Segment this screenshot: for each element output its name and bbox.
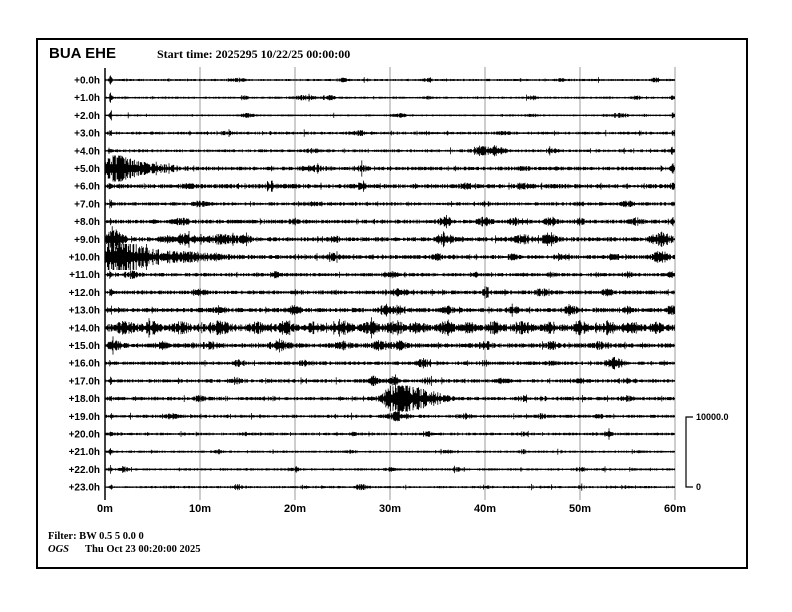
trace-hour-9: [104, 226, 675, 253]
y-tick-label: +0.0h: [74, 76, 100, 87]
trace-hour-11: [104, 270, 675, 279]
filter-label: Filter: BW 0.5 5 0.0 0: [48, 531, 144, 542]
station-channel-title: BUA EHE: [49, 45, 116, 62]
y-tick-label: +2.0h: [74, 111, 100, 122]
x-tick-label: 40m: [474, 503, 496, 515]
y-tick-label: +3.0h: [74, 129, 100, 140]
trace-hour-7: [104, 199, 675, 209]
trace-hour-12: [104, 286, 675, 299]
trace-hour-2: [104, 110, 675, 121]
trace-hour-14: [104, 317, 675, 339]
agency-label: OGS: [48, 544, 70, 555]
plot-border-frame: [36, 38, 748, 569]
x-tick-label: 10m: [189, 503, 211, 515]
y-tick-label: +6.0h: [74, 182, 100, 193]
x-tick-label: 0m: [97, 503, 113, 515]
y-tick-label: +14.0h: [69, 323, 100, 334]
y-tick-label: +10.0h: [69, 253, 100, 264]
trace-hour-19: [104, 411, 675, 422]
trace-hour-13: [104, 303, 675, 317]
trace-hour-21: [104, 448, 675, 456]
y-tick-label: +8.0h: [74, 217, 100, 228]
start-time-label: Start time: 2025295 10/22/25 00:00:00: [157, 47, 351, 61]
x-tick-label: 20m: [284, 503, 306, 515]
y-tick-label: +13.0h: [69, 306, 100, 317]
trace-hour-18: [104, 385, 675, 412]
y-tick-label: +11.0h: [69, 270, 100, 281]
y-tick-label: +18.0h: [69, 394, 100, 405]
scale-max-label: 10000.0: [696, 412, 729, 422]
trace-hour-3: [104, 129, 675, 137]
y-tick-label: +17.0h: [69, 376, 100, 387]
y-tick-label: +4.0h: [74, 146, 100, 157]
y-tick-label: +1.0h: [74, 93, 100, 104]
render-timestamp: Thu Oct 23 00:20:00 2025: [85, 544, 201, 555]
y-tick-label: +21.0h: [69, 447, 100, 458]
trace-hour-5: [104, 155, 675, 182]
y-tick-label: +16.0h: [69, 359, 100, 370]
y-tick-label: +22.0h: [69, 465, 100, 476]
trace-hour-8: [104, 215, 675, 229]
trace-hour-6: [104, 180, 675, 192]
trace-hour-23: [104, 483, 675, 491]
trace-hour-4: [104, 145, 675, 157]
trace-hour-22: [104, 465, 675, 474]
trace-hour-17: [104, 374, 675, 388]
trace-hour-20: [104, 428, 675, 440]
y-tick-label: +9.0h: [74, 235, 100, 246]
y-tick-label: +7.0h: [74, 199, 100, 210]
trace-hour-16: [104, 356, 675, 370]
footer-line: OGS Thu Oct 23 00:20:00 2025: [48, 544, 201, 555]
amplitude-scale-bracket: [685, 416, 693, 488]
y-tick-label: +15.0h: [69, 341, 100, 352]
x-tick-label: 60m: [664, 503, 686, 515]
trace-hour-0: [104, 75, 675, 85]
y-tick-label: +12.0h: [69, 288, 100, 299]
trace-hour-10: [104, 244, 675, 270]
scale-min-label: 0: [696, 482, 702, 492]
y-tick-label: +23.0h: [69, 483, 100, 494]
y-tick-label: +19.0h: [69, 412, 100, 423]
trace-hour-15: [104, 336, 675, 355]
x-tick-label: 50m: [569, 503, 591, 515]
trace-hour-1: [104, 92, 675, 103]
y-tick-label: +5.0h: [74, 164, 100, 175]
x-tick-label: 30m: [379, 503, 401, 515]
y-tick-label: +20.0h: [69, 430, 100, 441]
